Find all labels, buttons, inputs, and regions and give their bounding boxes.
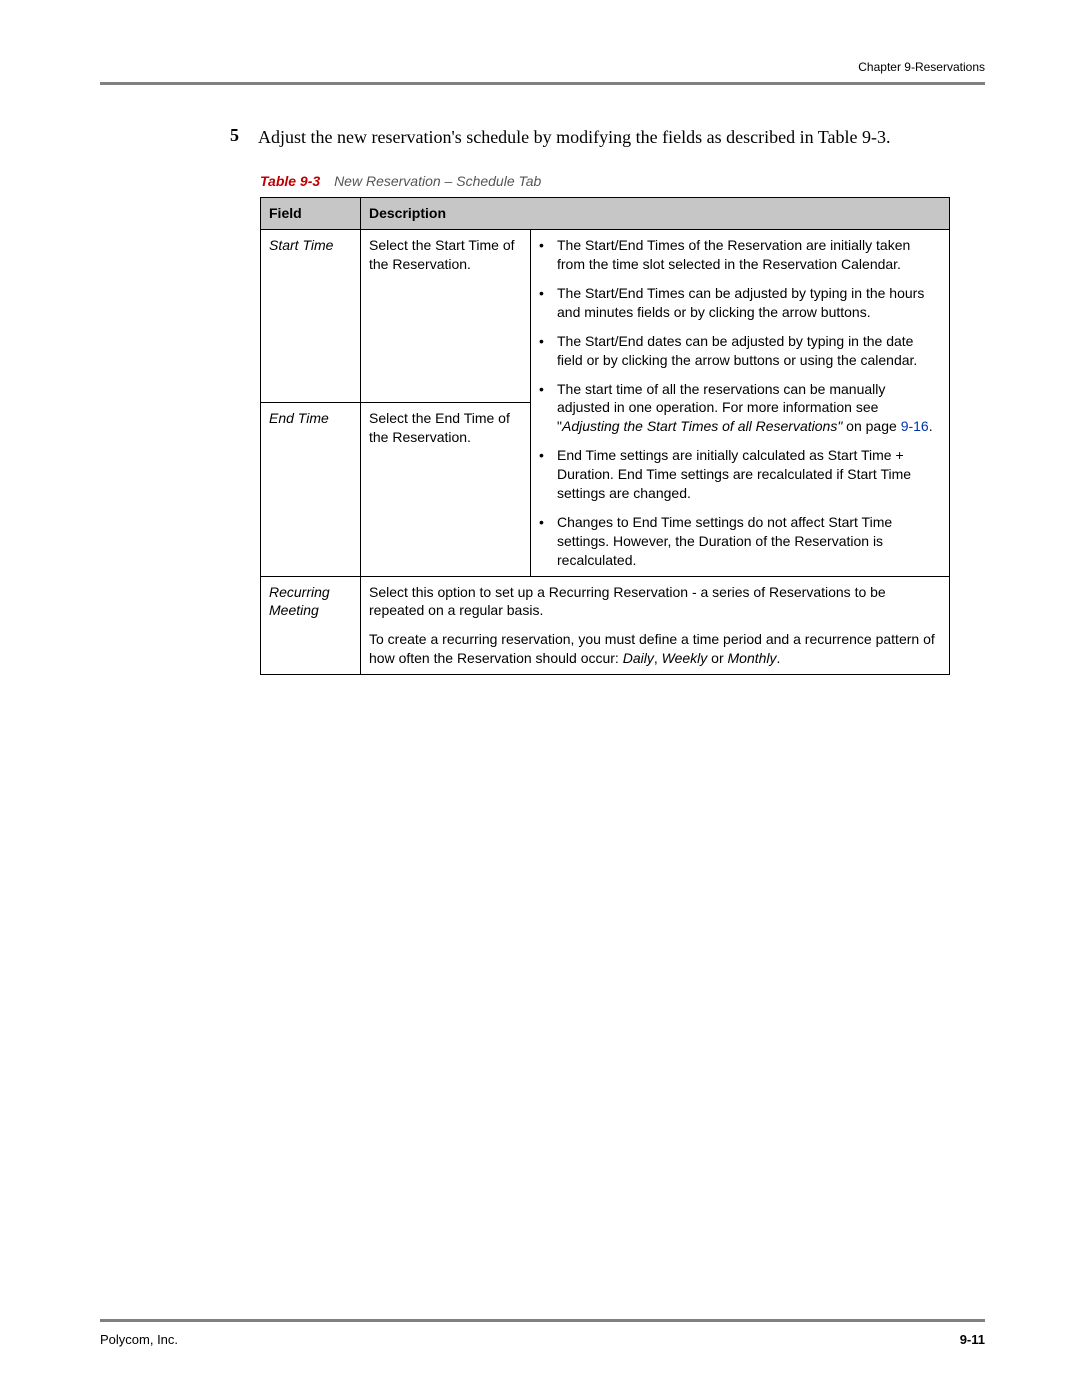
cell-start-time-short: Select the Start Time of the Reservation… (361, 230, 531, 403)
row-recurring: Recurring Meeting Select this option to … (261, 576, 950, 675)
row-start-time: Start Time Select the Start Time of the … (261, 230, 950, 403)
footer-company: Polycom, Inc. (100, 1332, 178, 1347)
p2-s2: or (707, 650, 727, 666)
page-footer: Polycom, Inc. 9-11 (100, 1319, 985, 1347)
bullet4-post: . (929, 418, 933, 434)
table-header-row: Field Description (261, 198, 950, 230)
caption-label: Table 9-3 (260, 173, 320, 189)
cell-start-time-field: Start Time (261, 230, 361, 403)
p2-i3: Monthly (728, 650, 777, 666)
chapter-header: Chapter 9-Reservations (100, 60, 985, 74)
table-caption: Table 9-3 New Reservation – Schedule Tab (260, 173, 985, 189)
reservation-table: Field Description Start Time Select the … (260, 197, 950, 675)
th-field: Field (261, 198, 361, 230)
cell-end-time-field: End Time (261, 403, 361, 576)
footer-page-number: 9-11 (960, 1332, 985, 1347)
caption-title: New Reservation – Schedule Tab (334, 173, 541, 189)
p2-post: . (777, 650, 781, 666)
p2-i2: Weekly (662, 650, 708, 666)
bullet-item: The Start/End Times of the Reservation a… (539, 236, 941, 274)
recurring-p1: Select this option to set up a Recurring… (369, 583, 941, 621)
bullet-item: The start time of all the reservations c… (539, 380, 941, 437)
bullet-item: End Time settings are initially calculat… (539, 446, 941, 503)
cell-recurring-desc: Select this option to set up a Recurring… (361, 576, 950, 675)
footer-rule (100, 1319, 985, 1322)
recurring-p2: To create a recurring reservation, you m… (369, 630, 941, 668)
p2-i1: Daily (623, 650, 654, 666)
step-text: Adjust the new reservation's schedule by… (258, 125, 891, 149)
bullet-item: The Start/End Times can be adjusted by t… (539, 284, 941, 322)
bullet4-mid: on page (842, 418, 900, 434)
cell-end-time-short: Select the End Time of the Reservation. (361, 403, 531, 576)
bullet4-link[interactable]: 9-16 (901, 418, 929, 434)
step-5: 5 Adjust the new reservation's schedule … (230, 125, 985, 149)
bullet-item: The Start/End dates can be adjusted by t… (539, 332, 941, 370)
bullet4-italic: Adjusting the Start Times of all Reserva… (562, 418, 842, 434)
cell-start-end-bullets: The Start/End Times of the Reservation a… (531, 230, 950, 576)
bullet-item: Changes to End Time settings do not affe… (539, 513, 941, 570)
p2-s1: , (654, 650, 662, 666)
header-rule (100, 82, 985, 85)
th-description: Description (361, 198, 950, 230)
cell-recurring-field: Recurring Meeting (261, 576, 361, 675)
step-number: 5 (230, 125, 258, 146)
